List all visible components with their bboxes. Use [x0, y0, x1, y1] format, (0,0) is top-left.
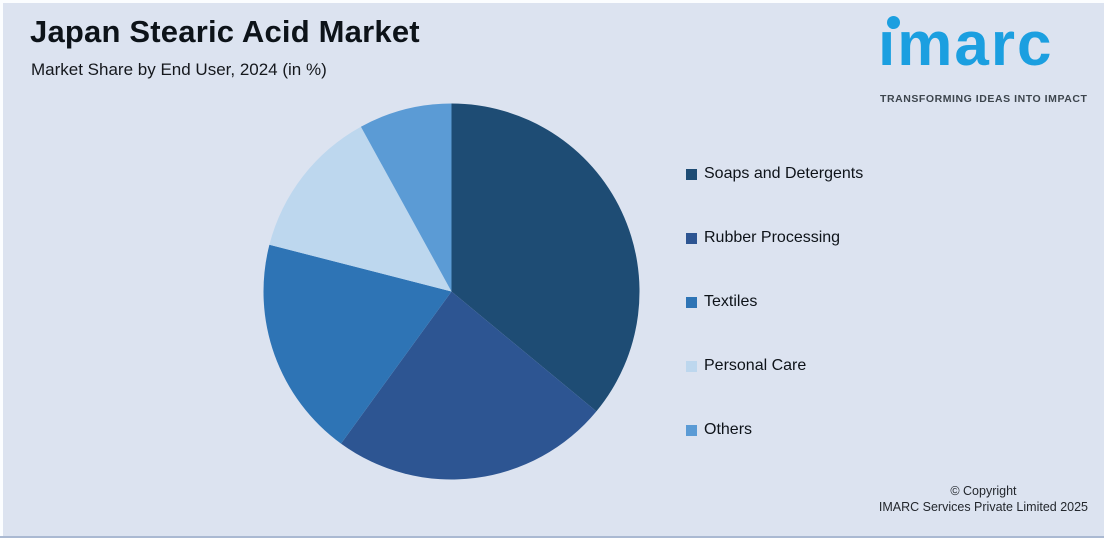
page-title: Japan Stearic Acid Market [30, 14, 420, 49]
legend-swatch [686, 297, 697, 308]
pie-slice-4 [360, 103, 452, 292]
pie-slice-1 [341, 291, 597, 480]
legend-label: Textiles [704, 293, 758, 310]
page-subtitle: Market Share by End User, 2024 (in %) [31, 60, 327, 79]
pie-chart [263, 103, 640, 480]
legend-item-others: Others [686, 420, 863, 440]
legend-swatch [686, 425, 697, 436]
pie-slice-3 [269, 126, 452, 292]
left-edge-border [0, 0, 3, 538]
bottom-edge-border [0, 536, 1104, 538]
legend-swatch [686, 233, 697, 244]
legend-swatch [686, 169, 697, 180]
legend-label: Personal Care [704, 357, 807, 374]
logo-dot-icon [887, 16, 900, 29]
legend-label: Others [704, 421, 753, 438]
chart-legend: Soaps and Detergents Rubber Processing T… [686, 164, 863, 484]
legend-label: Soaps and Detergents [704, 165, 864, 182]
logo-tagline: TRANSFORMING IDEAS INTO IMPACT [880, 93, 1088, 105]
logo-wordmark: ımarc [878, 10, 1054, 79]
top-edge-border [0, 0, 1104, 3]
legend-item-textiles: Textiles [686, 292, 863, 312]
copyright-line2: IMARC Services Private Limited 2025 [878, 499, 1088, 514]
copyright-line1: © Copyright [950, 484, 1017, 498]
legend-label: Rubber Processing [704, 229, 841, 246]
legend-item-soaps-and-detergents: Soaps and Detergents [686, 164, 863, 184]
pie-slice-0 [451, 103, 640, 412]
legend-item-personal-care: Personal Care [686, 356, 863, 376]
pie-slice-2 [263, 244, 452, 444]
legend-swatch [686, 361, 697, 372]
imarc-logo: ımarc TRANSFORMING IDEAS INTO IMPACT [878, 6, 1096, 105]
pie-chart-svg [263, 103, 640, 480]
copyright-notice: © Copyright IMARC Services Private Limit… [879, 484, 1088, 515]
legend-item-rubber-processing: Rubber Processing [686, 228, 863, 248]
